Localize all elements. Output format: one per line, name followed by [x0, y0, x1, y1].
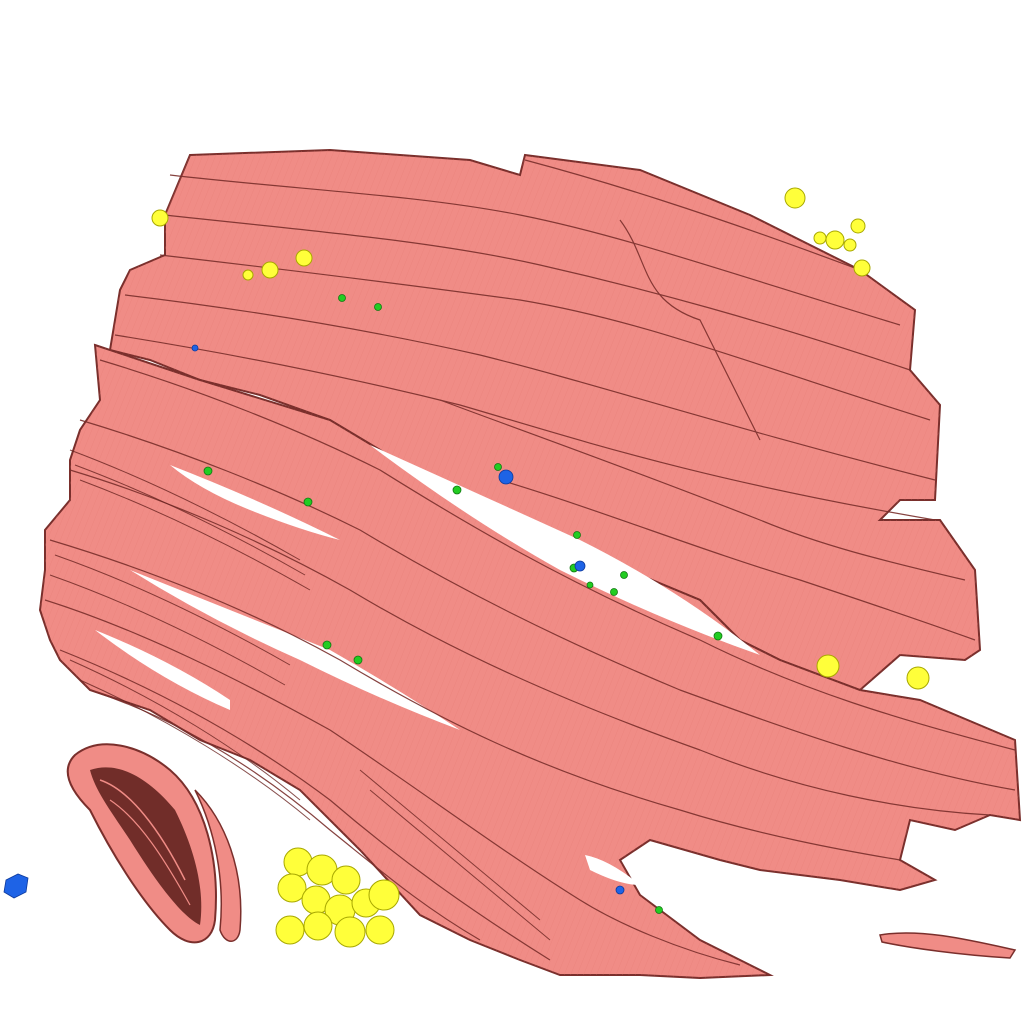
fiber-dark-striations [49, 449, 551, 941]
blue-particle [3, 344, 625, 899]
fiber-ridges [44, 159, 1016, 966]
fiber-gaps [95, 445, 760, 885]
small-fiber-bottom-right [879, 932, 1017, 959]
yellow-particle-cluster [151, 187, 930, 948]
fiber-bundle-upper [108, 148, 982, 692]
fiber-bundle-lower [38, 343, 1022, 980]
curled-fiber [66, 743, 242, 944]
green-particle [203, 294, 723, 914]
